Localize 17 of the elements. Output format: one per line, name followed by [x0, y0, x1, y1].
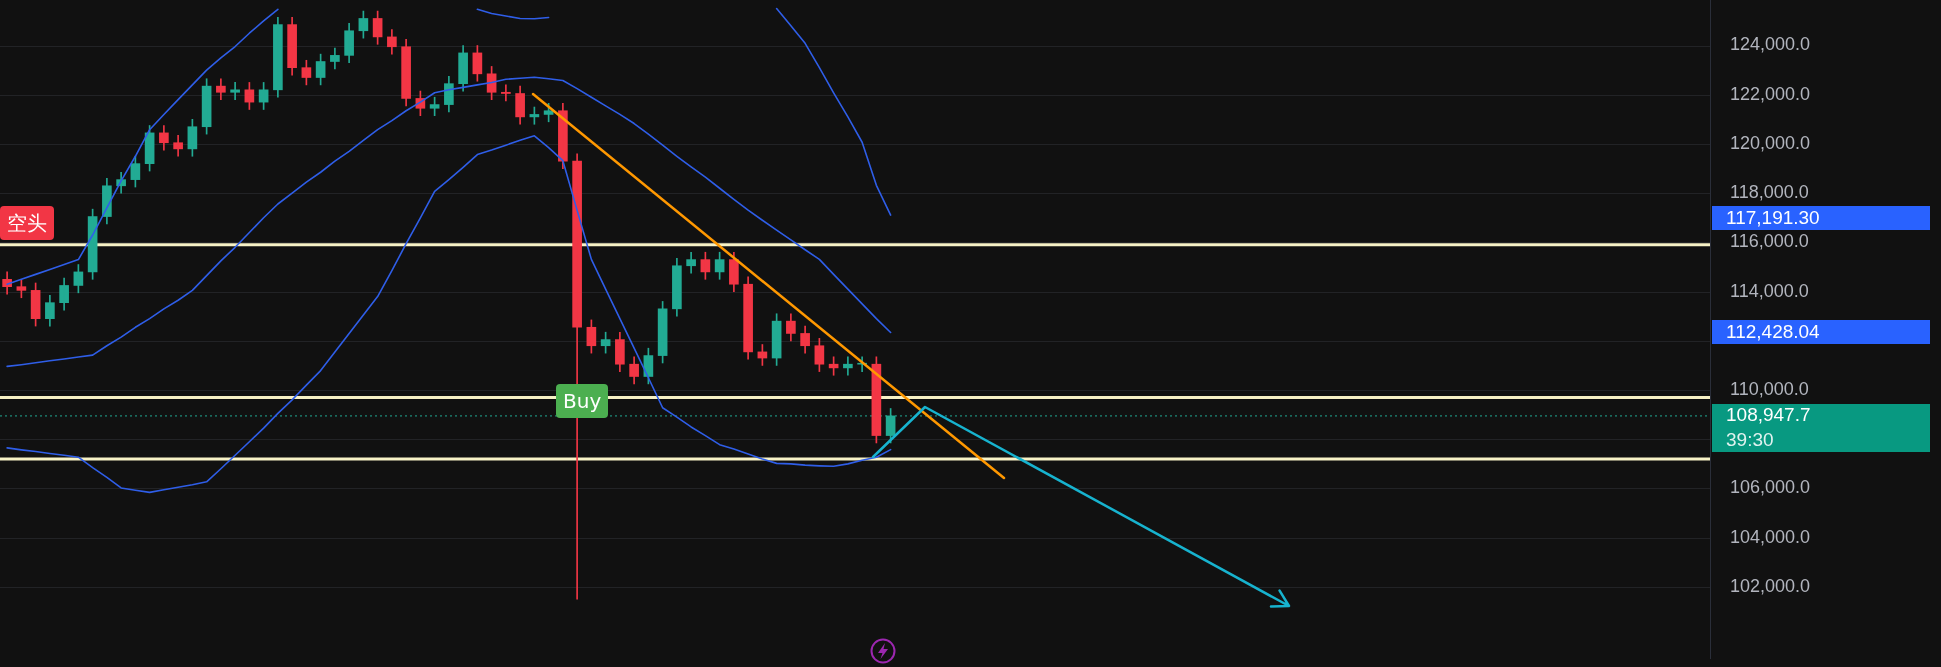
ref-line-label: 108,947.7	[1726, 404, 1811, 426]
y-tick-label: 106,000.0	[1730, 477, 1811, 498]
annotation: 空头	[0, 206, 54, 240]
annotation: Buy	[556, 384, 609, 418]
y-tick-label: 102,000.0	[1730, 575, 1811, 596]
y-tick-label: 104,000.0	[1730, 526, 1811, 547]
text: 112,428.04	[1712, 320, 1930, 344]
y-tick-label: 114,000.0	[1730, 280, 1809, 301]
y-tick-label: 120,000.0	[1730, 132, 1811, 153]
y-tick-label: 110,000.0	[1730, 379, 1809, 399]
y-tick-label: 116,000.0	[1730, 231, 1809, 252]
text: 39:30	[1712, 427, 1930, 452]
y-tick-label: 124,000.0	[1730, 34, 1811, 55]
text: 117,191.30	[1712, 206, 1930, 230]
y-tick-label: 122,000.0	[1730, 83, 1811, 104]
candlestick	[230, 82, 240, 100]
y-tick-label: 118,000.0	[1730, 182, 1809, 203]
